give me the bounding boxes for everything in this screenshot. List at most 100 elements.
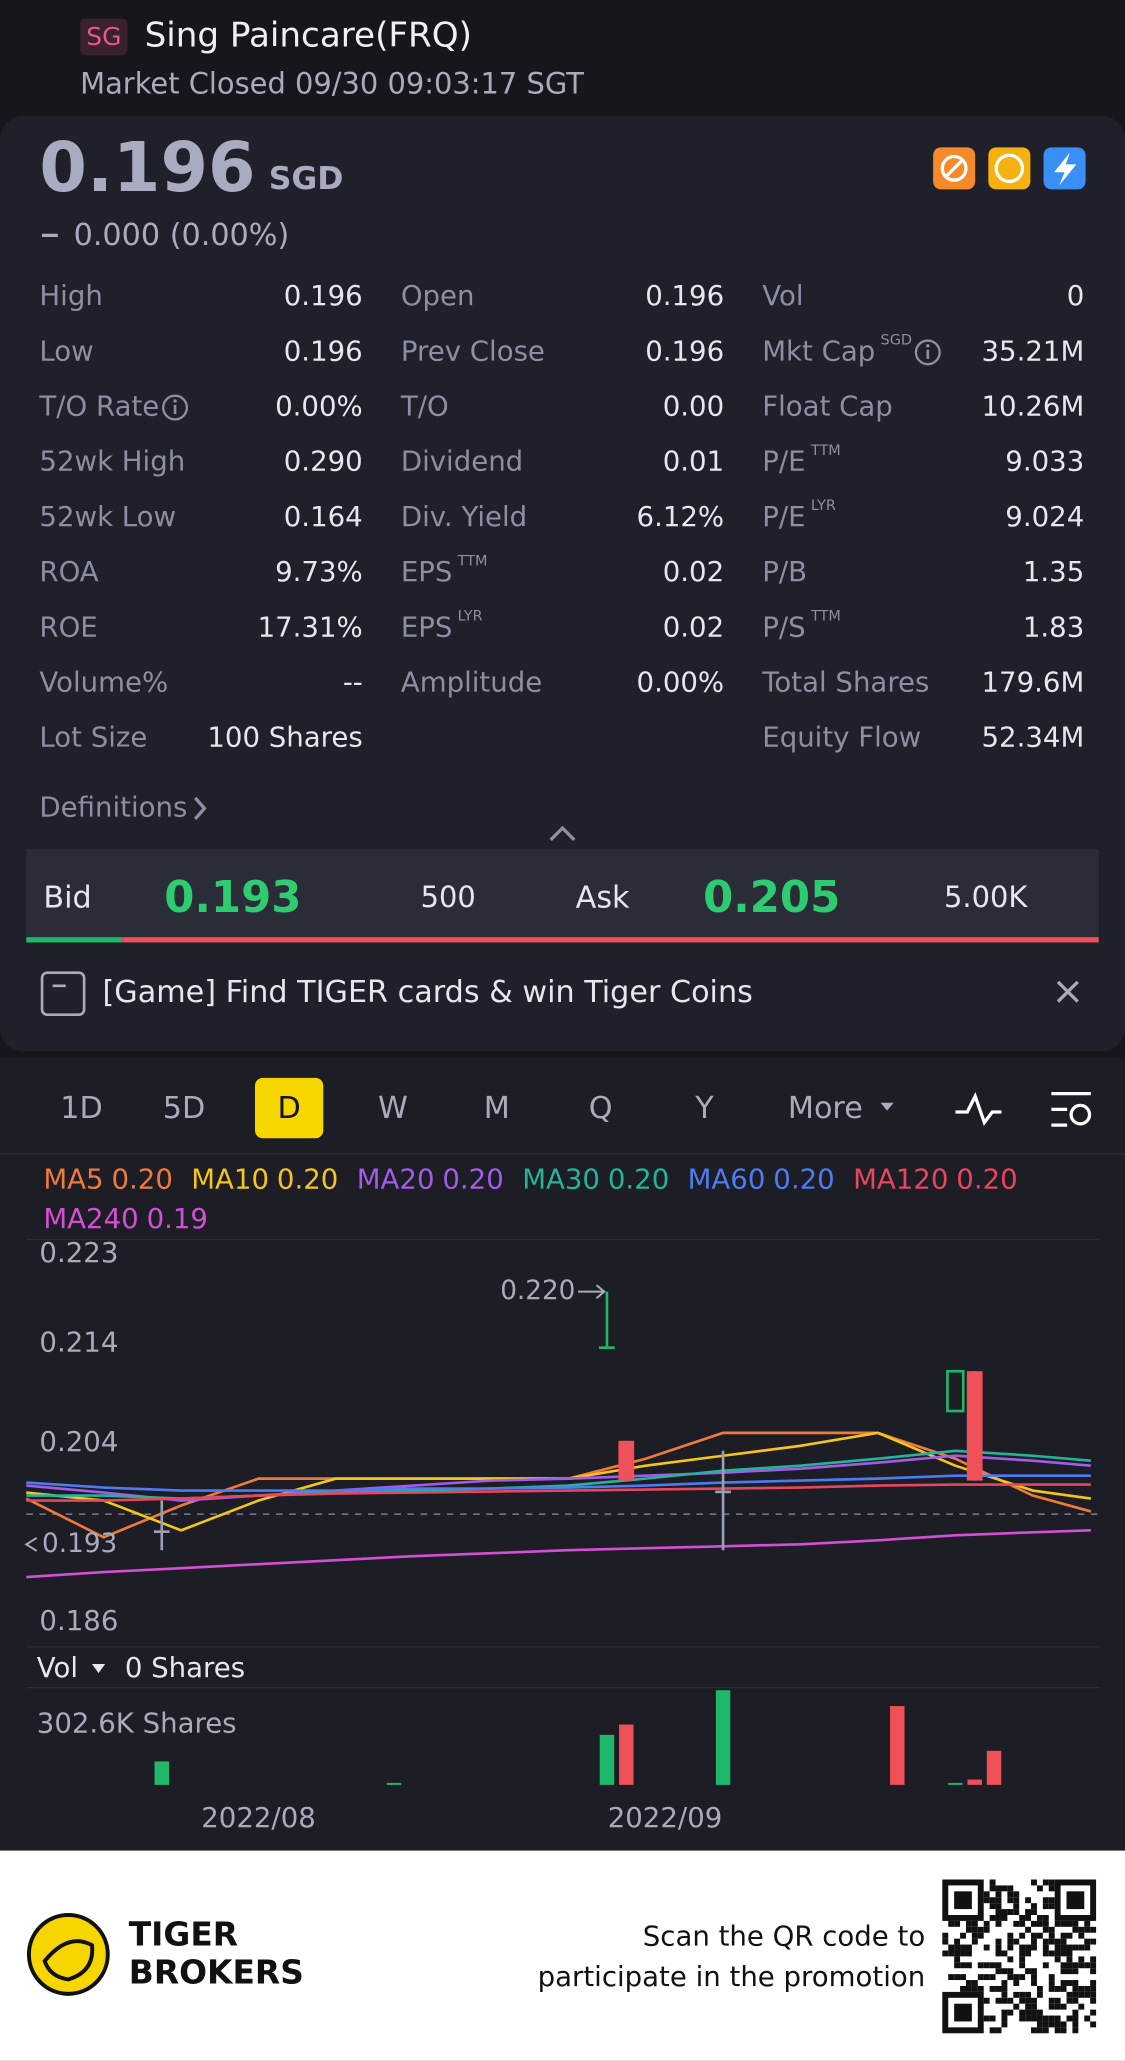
- qr-cell: [1019, 1974, 1026, 1981]
- qr-cell: [977, 1932, 984, 1939]
- qr-cell: [1025, 1950, 1032, 1957]
- qr-cell: [989, 2015, 996, 2022]
- qr-cell: [1060, 2003, 1067, 2010]
- stat-sup: LYR: [458, 609, 483, 625]
- last-label: 0.193: [42, 1529, 117, 1559]
- stat-label: ROE: [39, 610, 97, 643]
- qr-cell: [1066, 1991, 1073, 1998]
- qr-cell: [971, 1985, 978, 1992]
- qr-cell: [1019, 1914, 1026, 1921]
- info-icon[interactable]: [162, 394, 189, 421]
- qr-cell: [995, 1897, 1002, 1904]
- qr-cell: [1084, 1920, 1091, 1927]
- high-arrow: [578, 1284, 606, 1299]
- stat-value: 0.196: [645, 279, 724, 312]
- period-tab[interactable]: 5D: [163, 1091, 206, 1126]
- indicator-icon[interactable]: [955, 1092, 1002, 1126]
- stat-value: 100 Shares: [207, 721, 362, 754]
- candle-body: [599, 1346, 615, 1349]
- qr-cell: [1019, 1956, 1026, 1963]
- qr-cell: [1084, 1938, 1091, 1945]
- qr-cell: [1031, 1909, 1037, 1915]
- banner-text[interactable]: [Game] Find TIGER cards & win Tiger Coin…: [103, 975, 753, 1010]
- qr-cell: [1025, 2009, 1032, 2016]
- qr-cell: [995, 1909, 1002, 1915]
- qr-cell: [971, 1926, 978, 1933]
- qr-cell: [1078, 1985, 1085, 1992]
- collapse-chevron[interactable]: [549, 825, 576, 842]
- qr-cell: [1036, 2027, 1043, 2034]
- qr-cell: [965, 1950, 972, 1957]
- icon-margin[interactable]: [988, 147, 1031, 190]
- qr-cell: [1042, 1879, 1049, 1886]
- period-tab[interactable]: M: [484, 1091, 510, 1126]
- qr-cell: [1090, 1968, 1097, 1975]
- qr-cell: [1054, 2027, 1061, 2034]
- qr-cell: [1042, 2021, 1049, 2028]
- qr-cell: [1090, 1926, 1097, 1933]
- period-tab[interactable]: Q: [589, 1091, 613, 1126]
- qr-cell: [1042, 1950, 1049, 1957]
- qr-cell: [1001, 1968, 1008, 1975]
- info-icon[interactable]: [914, 339, 941, 366]
- qr-cell: [1013, 2003, 1020, 2010]
- settings-icon[interactable]: [1051, 1091, 1091, 1127]
- qr-cell: [1013, 1980, 1020, 1986]
- qr-cell: [983, 1926, 990, 1933]
- qr-finder: [942, 1991, 984, 2034]
- qr-cell: [1013, 1903, 1020, 1910]
- stat-value: 6.12%: [637, 500, 725, 533]
- ask-size: 5.00K: [944, 880, 1028, 914]
- qr-cell: [983, 1891, 990, 1898]
- qr-cell: [1078, 1932, 1085, 1939]
- qr-cell: [1007, 1997, 1014, 2004]
- qr-cell: [1090, 1985, 1097, 1992]
- stat-label: 52wk High: [39, 445, 185, 478]
- qr-cell: [960, 1950, 966, 1957]
- qr-cell: [1036, 1885, 1043, 1892]
- qr-cell: [983, 1997, 990, 2004]
- qr-cell: [1042, 2015, 1049, 2022]
- qr-cell: [1019, 2015, 1026, 2022]
- qr-cell: [1048, 2003, 1055, 2010]
- qr-cell: [1019, 1944, 1026, 1951]
- qr-cell: [1060, 1962, 1067, 1969]
- qr-cell: [1048, 1950, 1055, 1957]
- tiger-logo: [26, 1913, 110, 1996]
- qr-cell: [1072, 1997, 1079, 2004]
- period-tab[interactable]: Y: [694, 1091, 714, 1126]
- qr-cell: [942, 1950, 949, 1957]
- qr-cell: [1084, 2015, 1091, 2022]
- qr-cell: [995, 1997, 1002, 2004]
- qr-finder: [942, 1879, 984, 1921]
- stat-label: EPS: [401, 610, 453, 643]
- qr-cell: [948, 1920, 955, 1927]
- stat-label: 52wk Low: [39, 500, 176, 533]
- qr-cell: [1042, 1914, 1049, 1921]
- qr-cell: [995, 1903, 1002, 1910]
- qr-cell: [1054, 2021, 1061, 2028]
- bid-price: 0.193: [164, 873, 301, 923]
- qr-cell: [1031, 1980, 1037, 1986]
- icon-glyph: [945, 159, 964, 178]
- qr-cell: [1031, 1938, 1037, 1945]
- stat-label: Amplitude: [401, 666, 542, 699]
- period-tab[interactable]: W: [378, 1091, 408, 1126]
- stat-value: 0.196: [284, 279, 363, 312]
- qr-cell: [1084, 1985, 1091, 1992]
- volume-current: 0 Shares: [125, 1651, 245, 1684]
- price-chart: 0.223 0.214 0.204 0.186 0.220 0.193: [24, 1236, 1092, 1637]
- period-tab[interactable]: More: [788, 1091, 863, 1126]
- qr-cell: [1066, 1997, 1073, 2004]
- banner-close[interactable]: [1056, 980, 1079, 1003]
- qr-cell: [1060, 1950, 1067, 1957]
- qr-cell: [1019, 1920, 1026, 1927]
- qr-finder: [954, 1891, 972, 1910]
- period-tab[interactable]: D: [277, 1091, 300, 1126]
- qr-cell: [1001, 1980, 1008, 1986]
- volume-label[interactable]: Vol: [37, 1651, 78, 1684]
- qr-cell: [1031, 1968, 1037, 1975]
- definitions-link[interactable]: Definitions: [39, 790, 187, 823]
- period-tab[interactable]: 1D: [60, 1091, 103, 1126]
